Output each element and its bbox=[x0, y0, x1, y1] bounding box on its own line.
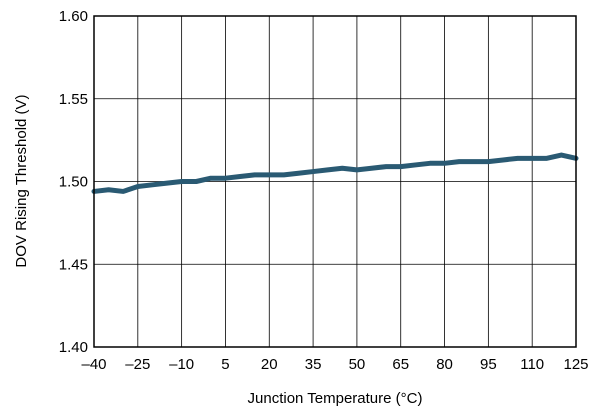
series-line bbox=[91, 152, 579, 194]
y-tick-label: 1.55 bbox=[59, 91, 88, 108]
y-tick-label: 1.40 bbox=[59, 339, 88, 356]
x-tick-label: –10 bbox=[169, 356, 194, 373]
x-tick-label: –40 bbox=[81, 356, 106, 373]
x-tick-label: 5 bbox=[221, 356, 229, 373]
y-axis-label: DOV Rising Threshold (V) bbox=[13, 94, 30, 267]
x-tick-label: 125 bbox=[563, 356, 588, 373]
y-tick-label: 1.45 bbox=[59, 256, 88, 273]
x-tick-label: 20 bbox=[261, 356, 278, 373]
x-axis-label: Junction Temperature (°C) bbox=[248, 390, 423, 407]
x-tick-label: 65 bbox=[392, 356, 409, 373]
plot-frame bbox=[93, 15, 577, 348]
y-tick-label: 1.50 bbox=[59, 174, 88, 191]
x-tick-label: 80 bbox=[436, 356, 453, 373]
x-tick-label: 95 bbox=[480, 356, 497, 373]
y-tick-label: 1.60 bbox=[59, 8, 88, 25]
x-tick-label: 35 bbox=[305, 356, 322, 373]
tick-labels: –40 –25 –10 5 20 35 50 65 80 95 110 125 1.40 1.45 1.50… bbox=[59, 8, 589, 373]
x-tick-label: 110 bbox=[520, 356, 544, 373]
x-tick-label: 50 bbox=[349, 356, 366, 373]
series-layer bbox=[91, 152, 579, 194]
x-tick-label: –25 bbox=[125, 356, 150, 373]
